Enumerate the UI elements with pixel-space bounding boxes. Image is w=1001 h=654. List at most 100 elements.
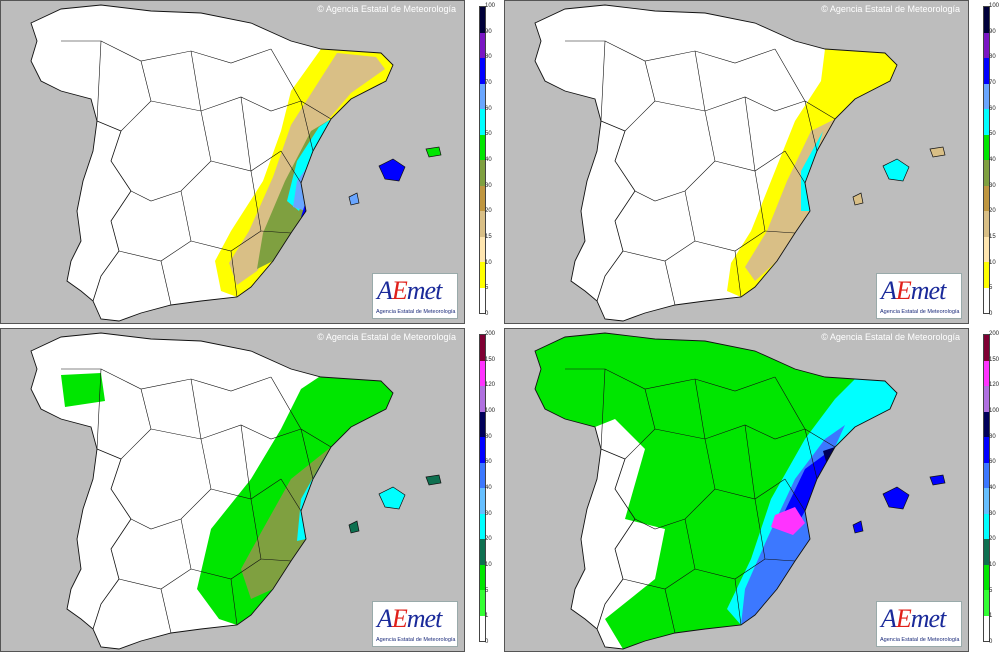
legend-tick-label: 5 [989, 285, 993, 292]
legend-swatch [984, 615, 989, 641]
precip-map [534, 332, 946, 650]
legend-tick-label: 60 [485, 459, 492, 466]
legend-swatch [984, 7, 989, 33]
color-legend: 100 90 80 70 60 50 40 30 20 15 10 5 0 [469, 3, 497, 322]
legend-tick-label: 80 [485, 433, 492, 440]
legend-tick-label: 120 [485, 382, 496, 389]
legend-tick-label: 70 [989, 80, 996, 86]
legend-swatch [984, 236, 989, 262]
aemet-logo: AEmet Agencia Estatal de Meteorología [876, 273, 962, 319]
legend-tick-label: 0 [989, 639, 993, 645]
legend-color-bar [479, 6, 486, 314]
legend-swatch [480, 211, 485, 237]
map-frame: © Agencia Estatal de Meteorología AEmet … [504, 328, 969, 652]
precip-map [534, 4, 946, 322]
legend-swatch [480, 134, 485, 160]
legend-tick-label: 1 [989, 613, 993, 620]
legend-tick-label: 60 [485, 105, 492, 112]
copyright-text: © Agencia Estatal de Meteorología [821, 332, 960, 342]
legend-tick-label: 200 [485, 331, 496, 337]
legend-swatch [984, 185, 989, 211]
legend-tick-label: 40 [989, 485, 996, 491]
legend-tick-label: 80 [989, 54, 996, 61]
legend-tick-label: 10 [485, 259, 492, 266]
legend-swatch [984, 335, 989, 361]
legend-swatch [984, 411, 989, 437]
legend-swatch [480, 590, 485, 616]
legend-tick-label: 20 [989, 536, 996, 543]
legend-swatch [480, 462, 485, 488]
legend-color-bar [983, 334, 990, 642]
legend-swatch [984, 539, 989, 565]
legend-swatch [480, 287, 485, 313]
legend-swatch [480, 488, 485, 514]
logo-wordmark: AEmet [377, 276, 442, 305]
legend-tick-label: 5 [989, 587, 993, 594]
legend-tick-label: 30 [485, 182, 492, 189]
legend-swatch [480, 411, 485, 437]
legend-tick-label: 90 [989, 28, 996, 35]
legend-tick-label: 150 [989, 356, 1000, 363]
legend-swatch [480, 236, 485, 262]
legend-swatch [480, 58, 485, 84]
legend-swatch [480, 615, 485, 641]
legend-tick-label: 80 [989, 433, 996, 440]
legend-swatch [984, 590, 989, 616]
legend-tick-label: 15 [989, 234, 996, 240]
legend-tick-label: 15 [485, 234, 492, 240]
legend-swatch [480, 7, 485, 33]
map-frame: © Agencia Estatal de Meteorología AEmet … [504, 0, 969, 324]
legend-tick-label: 90 [485, 28, 492, 35]
legend-tick-label: 100 [485, 3, 496, 9]
legend-tick-label: 20 [989, 208, 996, 215]
legend-tick-label: 30 [485, 510, 492, 517]
legend-swatch [480, 335, 485, 361]
logo-subtitle: Agencia Estatal de Meteorología [880, 637, 960, 643]
legend-swatch [480, 437, 485, 463]
legend-swatch [984, 109, 989, 135]
precip-map [30, 332, 442, 650]
legend-tick-label: 50 [989, 131, 996, 138]
legend-tick-label: 60 [989, 105, 996, 112]
map-panel-bottom-right: © Agencia Estatal de Meteorología AEmet … [504, 328, 1001, 652]
legend-tick-label: 80 [485, 54, 492, 61]
legend-tick-label: 100 [485, 408, 496, 414]
legend-swatch [480, 564, 485, 590]
legend-swatch [480, 386, 485, 412]
legend-swatch [984, 386, 989, 412]
logo-wordmark: AEmet [881, 276, 946, 305]
legend-tick-label: 40 [485, 157, 492, 163]
legend-swatch [984, 488, 989, 514]
map-panel-top-left: © Agencia Estatal de Meteorología AEmet … [0, 0, 497, 324]
legend-tick-label: 0 [485, 311, 489, 317]
legend-tick-label: 100 [989, 408, 1000, 414]
map-panel-bottom-left: © Agencia Estatal de Meteorología AEmet … [0, 328, 497, 652]
legend-swatch [984, 134, 989, 160]
legend-tick-label: 30 [989, 182, 996, 189]
legend-tick-label: 40 [989, 157, 996, 163]
legend-swatch [984, 513, 989, 539]
legend-tick-label: 50 [485, 131, 492, 138]
precip-map [30, 4, 442, 322]
legend-tick-label: 70 [485, 80, 492, 86]
color-legend: 200 150 120 100 80 60 40 30 20 10 5 1 0 [469, 331, 497, 650]
legend-swatch [984, 287, 989, 313]
legend-tick-label: 30 [989, 510, 996, 517]
legend-swatch [984, 437, 989, 463]
legend-tick-label: 100 [989, 3, 1000, 9]
legend-swatch [480, 83, 485, 109]
legend-swatch [480, 185, 485, 211]
legend-swatch [984, 160, 989, 186]
map-frame: © Agencia Estatal de Meteorología AEmet … [0, 0, 465, 324]
legend-color-bar [983, 6, 990, 314]
legend-swatch [480, 109, 485, 135]
map-frame: © Agencia Estatal de Meteorología AEmet … [0, 328, 465, 652]
legend-tick-label: 5 [485, 587, 489, 594]
copyright-text: © Agencia Estatal de Meteorología [317, 332, 456, 342]
legend-swatch [984, 462, 989, 488]
legend-tick-label: 40 [485, 485, 492, 491]
legend-tick-label: 10 [485, 562, 492, 568]
legend-tick-label: 10 [989, 562, 996, 568]
logo-wordmark: AEmet [881, 604, 946, 633]
legend-swatch [984, 58, 989, 84]
